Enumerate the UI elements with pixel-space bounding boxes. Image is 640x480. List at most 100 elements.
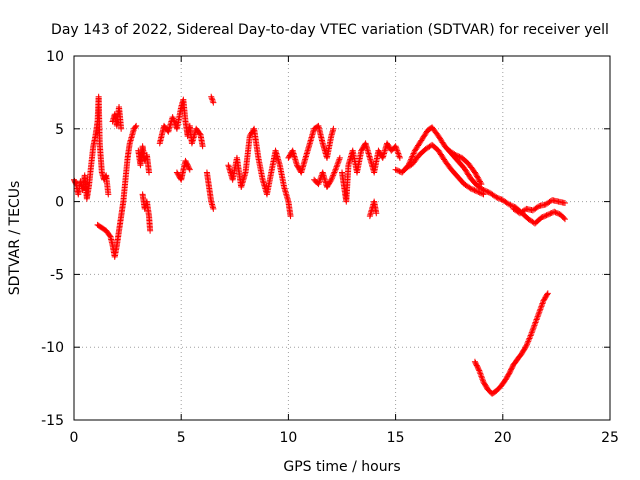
data-point	[507, 202, 514, 209]
data-point	[453, 152, 460, 159]
data-point	[531, 322, 538, 329]
data-point	[208, 93, 215, 100]
data-point	[470, 186, 477, 193]
data-point	[485, 189, 492, 196]
series-segment-0	[71, 93, 112, 202]
data-point	[475, 188, 482, 195]
data-point	[532, 319, 539, 326]
data-point	[199, 143, 206, 150]
data-point	[118, 125, 125, 132]
y-tick-label: 0	[55, 195, 64, 211]
data-point	[316, 178, 323, 185]
data-point	[528, 329, 535, 336]
data-point	[330, 172, 337, 179]
data-point	[476, 177, 483, 184]
data-point	[455, 153, 462, 160]
data-point	[494, 194, 501, 201]
data-point	[171, 118, 178, 125]
data-point	[535, 312, 542, 319]
data-point	[475, 175, 482, 182]
data-point	[409, 153, 416, 160]
data-point	[408, 154, 415, 161]
data-point	[456, 153, 463, 160]
data-point	[451, 151, 458, 158]
data-point	[334, 162, 341, 169]
data-point	[531, 320, 538, 327]
series-segment-1	[94, 122, 140, 260]
data-point	[537, 306, 544, 313]
data-point	[396, 154, 403, 161]
data-point	[394, 147, 401, 154]
data-point	[538, 214, 545, 221]
data-point	[492, 193, 499, 200]
data-point	[547, 210, 554, 217]
data-point	[479, 190, 486, 197]
data-point	[474, 174, 481, 181]
data-point	[536, 309, 543, 316]
x-tick-label: 20	[494, 430, 512, 446]
data-point	[373, 210, 380, 217]
data-point	[392, 143, 399, 150]
x-tick-label: 0	[70, 430, 79, 446]
data-point	[331, 168, 338, 175]
data-point	[533, 317, 540, 324]
data-point	[524, 339, 531, 346]
data-point	[538, 301, 545, 308]
data-points	[71, 93, 568, 397]
data-point	[534, 315, 541, 322]
data-point	[472, 187, 479, 194]
data-point	[327, 177, 334, 184]
series-segment-18	[471, 290, 551, 397]
data-point	[506, 201, 513, 208]
data-point	[315, 179, 322, 186]
data-point	[484, 188, 491, 195]
data-point	[535, 310, 542, 317]
data-point	[476, 367, 483, 374]
data-point	[467, 185, 474, 192]
y-axis-label: SDTVAR / TECUs	[7, 181, 23, 296]
data-point	[315, 181, 322, 188]
data-point	[393, 167, 400, 174]
data-point	[537, 304, 544, 311]
data-point	[409, 152, 416, 159]
data-point	[474, 188, 481, 195]
data-point	[169, 114, 176, 121]
data-point	[478, 181, 485, 188]
data-point	[530, 323, 537, 330]
data-point	[523, 341, 530, 348]
data-point	[476, 178, 483, 185]
data-point	[540, 299, 546, 306]
data-point	[209, 98, 216, 105]
data-point	[508, 202, 515, 209]
data-point	[147, 227, 154, 234]
data-point	[497, 195, 504, 202]
data-point	[395, 167, 402, 174]
x-axis-label: GPS time / hours	[283, 459, 400, 475]
data-point	[336, 156, 343, 163]
data-point	[170, 117, 177, 124]
data-point	[210, 99, 217, 106]
data-point	[533, 316, 540, 323]
data-point	[544, 290, 551, 297]
series-segment-11	[311, 154, 343, 191]
x-tick-label: 10	[279, 430, 297, 446]
data-point	[480, 191, 487, 198]
data-point	[146, 169, 153, 176]
data-point	[548, 209, 555, 216]
data-point	[133, 122, 140, 129]
series-segment-17	[510, 197, 568, 217]
series-segment-8	[203, 169, 217, 212]
data-point	[552, 209, 559, 216]
data-point	[328, 175, 335, 182]
data-point	[105, 191, 112, 198]
plot-frame	[73, 55, 611, 421]
series-segment-2	[109, 103, 125, 132]
series-segment-6	[173, 157, 193, 183]
data-point	[475, 366, 482, 373]
data-point	[528, 331, 535, 338]
data-point	[395, 150, 402, 157]
data-point	[336, 154, 343, 161]
series-segment-15	[403, 141, 487, 198]
